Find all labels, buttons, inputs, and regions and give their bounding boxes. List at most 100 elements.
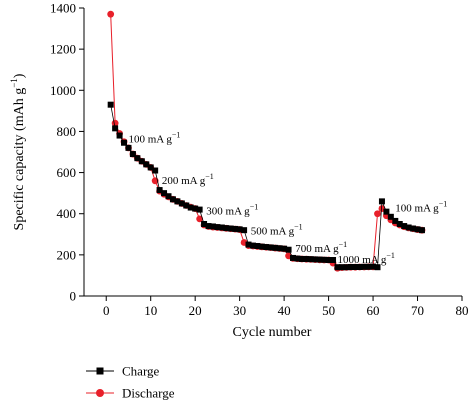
series-charge [107, 101, 425, 271]
charge-point [383, 208, 390, 215]
charge-point [152, 167, 159, 174]
charge-point [338, 264, 345, 271]
x-axis-ticks: 0 10 20 30 40 50 60 70 80 [103, 296, 469, 318]
charge-point [201, 221, 208, 227]
rate-annotation: 1000 mA g−1 [337, 251, 394, 266]
charge-point [245, 241, 252, 248]
charge-point [316, 256, 323, 263]
charge-point [347, 263, 354, 270]
charge-point [418, 227, 425, 234]
rate-annotation: 200 mA g−1 [162, 172, 214, 187]
annotations: 100 mA g−1 200 mA g−1 300 mA g−1 500 mA g−1… [128, 131, 447, 266]
series-layer [107, 10, 426, 272]
x-tick-label: 60 [367, 303, 380, 318]
discharge-point [111, 119, 119, 127]
charge-point [174, 198, 181, 205]
charge-point [374, 264, 381, 271]
charge-point [410, 225, 417, 232]
charge-point [192, 205, 199, 212]
x-tick-label: 0 [103, 303, 110, 318]
rate-annotation: 500 mA g−1 [251, 222, 303, 237]
charge-point [276, 245, 283, 252]
charge-point [312, 256, 319, 263]
charge-point [303, 255, 310, 262]
charge-point [281, 245, 288, 252]
legend-label: Charge [122, 364, 160, 379]
charge-point [343, 264, 350, 271]
y-axis-title: Specific capacity (mAh g−1) [9, 73, 27, 230]
rate-annotation: 100 mA g−1 [395, 200, 447, 215]
charge-point [414, 226, 421, 233]
charge-point [116, 132, 123, 139]
axes [83, 8, 462, 297]
charge-point [121, 139, 128, 146]
y-axis-ticks: 0 200 400 600 800 1000 1200 1400 [50, 1, 84, 304]
discharge-point [374, 210, 381, 218]
y-tick-label: 200 [57, 247, 77, 262]
charge-point [378, 198, 385, 205]
charge-point [143, 161, 150, 168]
charge-point [169, 196, 176, 203]
y-tick-label: 1000 [50, 83, 76, 98]
charge-point [147, 164, 154, 171]
charge-point [112, 125, 119, 132]
y-tick-label: 0 [70, 289, 77, 304]
charge-point [405, 224, 412, 231]
x-tick-label: 10 [144, 303, 157, 318]
charge-point [254, 243, 261, 250]
legend-item-discharge: Discharge [86, 386, 175, 401]
charge-point [125, 144, 132, 151]
charge-point [241, 227, 248, 234]
x-tick-label: 20 [189, 303, 202, 318]
rate-annotation: 700 mA g−1 [295, 240, 347, 255]
charge-point [134, 155, 141, 162]
legend-item-charge: Charge [86, 364, 160, 379]
charge-point [396, 221, 403, 227]
charge-point [263, 244, 270, 251]
charge-point [307, 256, 314, 263]
charge-point [258, 243, 265, 250]
legend-marker [96, 367, 104, 375]
charge-point [223, 225, 230, 232]
charge-point [298, 255, 305, 262]
y-tick-label: 1200 [50, 42, 76, 57]
charge-point [187, 204, 194, 211]
y-axis-title-sup: −1 [9, 78, 19, 88]
discharge-point [196, 215, 204, 223]
y-axis-title-close: ) [12, 73, 27, 78]
charge-point [214, 224, 221, 231]
charge-point [249, 242, 256, 249]
charge-point [227, 225, 234, 232]
legend: Charge Discharge [86, 364, 175, 401]
charge-point [161, 190, 168, 197]
y-tick-label: 1400 [50, 1, 76, 16]
charge-point [129, 151, 136, 158]
charge-point [138, 158, 145, 165]
charge-point [209, 223, 216, 230]
charge-point [165, 193, 172, 200]
y-tick-label: 800 [57, 124, 77, 139]
charge-point [334, 264, 341, 271]
charge-point [267, 244, 274, 251]
y-axis-title-main: Specific capacity (mAh g [12, 88, 27, 231]
rate-annotation: 300 mA g−1 [206, 203, 258, 218]
charge-point [325, 257, 332, 263]
charge-point [156, 187, 163, 194]
charge-point [232, 225, 239, 232]
charge-point [107, 101, 114, 108]
charge-point [356, 263, 363, 270]
charge-point [321, 256, 328, 263]
charge-point [401, 223, 408, 230]
charge-point [365, 263, 372, 270]
y-tick-label: 600 [57, 165, 77, 180]
charge-point [178, 200, 185, 207]
charge-point [330, 257, 337, 263]
x-axis-title: Cycle number [233, 325, 312, 340]
x-tick-label: 40 [278, 303, 291, 318]
charge-point [387, 213, 394, 220]
x-tick-label: 70 [411, 303, 424, 318]
legend-label: Discharge [122, 386, 175, 401]
charge-point [290, 254, 297, 261]
x-tick-label: 30 [233, 303, 246, 318]
x-tick-label: 50 [322, 303, 335, 318]
